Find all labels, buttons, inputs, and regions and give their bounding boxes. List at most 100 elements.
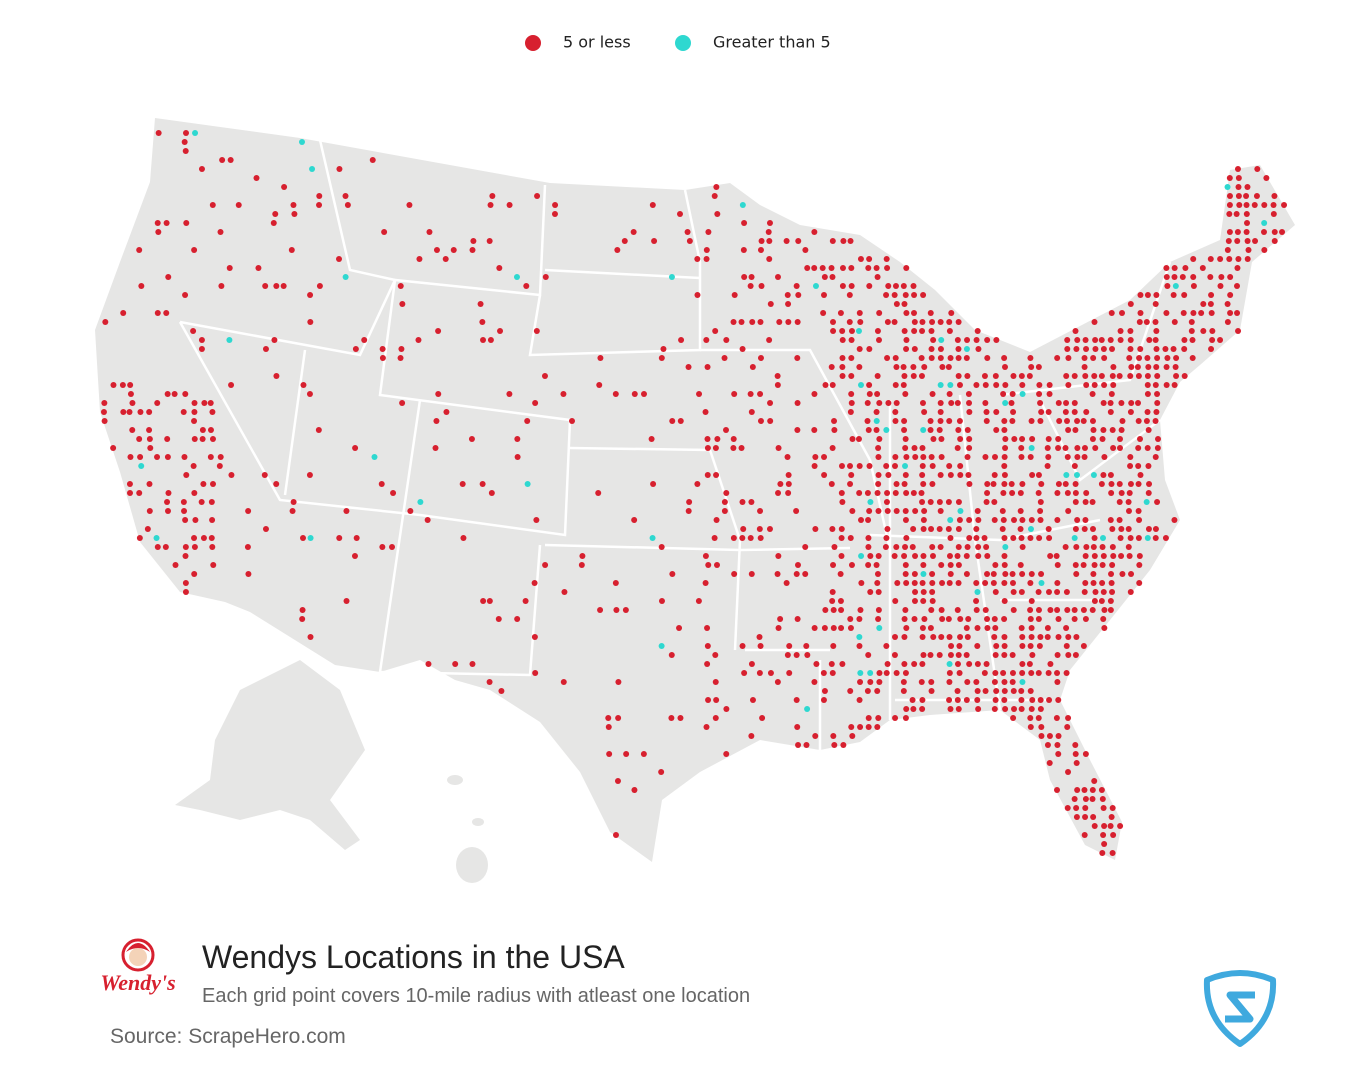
location-dot [164,508,171,514]
location-dot [875,454,882,460]
location-dot [1118,526,1125,532]
location-dot [1091,535,1098,541]
location-dot [840,742,847,748]
location-dot [903,337,910,343]
location-dot [1152,337,1159,343]
location-dot [927,310,934,316]
location-dot [1143,499,1150,505]
location-dot [757,355,764,361]
location-dot [838,553,845,559]
location-dot [1101,454,1108,460]
location-dot [1251,202,1258,208]
location-dot [1027,526,1034,532]
location-dot [991,634,998,640]
location-dot [1190,256,1197,262]
location-dot [920,526,927,532]
location-dot [893,400,900,406]
location-dot [353,535,360,541]
location-dot [848,391,855,397]
location-dot [776,319,783,325]
location-dot [902,292,909,298]
location-dot [1081,454,1088,460]
location-dot [992,670,999,676]
location-dot [1153,409,1160,415]
location-dot [839,355,846,361]
location-dot [129,427,136,433]
location-dot [612,832,619,838]
location-dot [1188,328,1195,334]
location-dot [714,436,721,442]
location-dot [1154,373,1161,379]
location-dot [954,607,961,613]
location-dot [829,274,836,280]
location-dots [100,130,1288,856]
location-dot [1002,445,1009,451]
location-dot [873,265,880,271]
location-dot [964,337,971,343]
location-dot [217,454,224,460]
location-dot [964,427,971,433]
location-dot [947,535,954,541]
location-dot [738,445,745,451]
location-dot [460,535,467,541]
location-dot [858,553,865,559]
location-dot [676,211,683,217]
location-dot [1001,643,1008,649]
location-dot [1136,580,1143,586]
location-dot [1008,481,1015,487]
location-dot [848,283,855,289]
location-dot [974,643,981,649]
location-dot [946,553,953,559]
location-dot [1200,328,1207,334]
location-dot [369,157,376,163]
location-dot [1107,409,1114,415]
location-dot [1072,562,1079,568]
location-dot [838,607,845,613]
location-dot [678,337,685,343]
location-dot [1082,553,1089,559]
location-dot [884,490,891,496]
location-dot [964,454,971,460]
location-dot [208,535,215,541]
location-dot [910,283,917,289]
location-dot [1235,256,1242,262]
location-dot [1019,436,1026,442]
location-dot [270,220,277,226]
location-dot [747,391,754,397]
location-dot [829,382,836,388]
location-dot [875,445,882,451]
location-dot [1019,670,1026,676]
location-dot [777,481,784,487]
location-dot [1208,346,1215,352]
location-dot [1001,598,1008,604]
location-dot [1099,436,1106,442]
location-dot [911,580,918,586]
location-dot [741,274,748,280]
location-dot [1226,202,1233,208]
location-dot [1144,382,1151,388]
location-dot [1064,490,1071,496]
location-dot [874,571,881,577]
location-dot [1126,355,1133,361]
location-dot [937,508,944,514]
location-dot [966,661,973,667]
location-dot [406,202,413,208]
location-dot [1137,436,1144,442]
location-dot [1018,706,1025,712]
location-dot [911,319,918,325]
location-dot [1154,355,1161,361]
location-dot [902,445,909,451]
location-dot [219,157,226,163]
location-dot [1018,625,1025,631]
location-dot [955,544,962,550]
location-dot [1243,193,1250,199]
location-dot [830,328,837,334]
location-dot [534,193,541,199]
location-dot [856,463,863,469]
location-dot [1091,382,1098,388]
location-dot [226,265,233,271]
location-dot [938,607,945,613]
location-dot [631,517,638,523]
location-dot [470,238,477,244]
location-dot [910,526,917,532]
